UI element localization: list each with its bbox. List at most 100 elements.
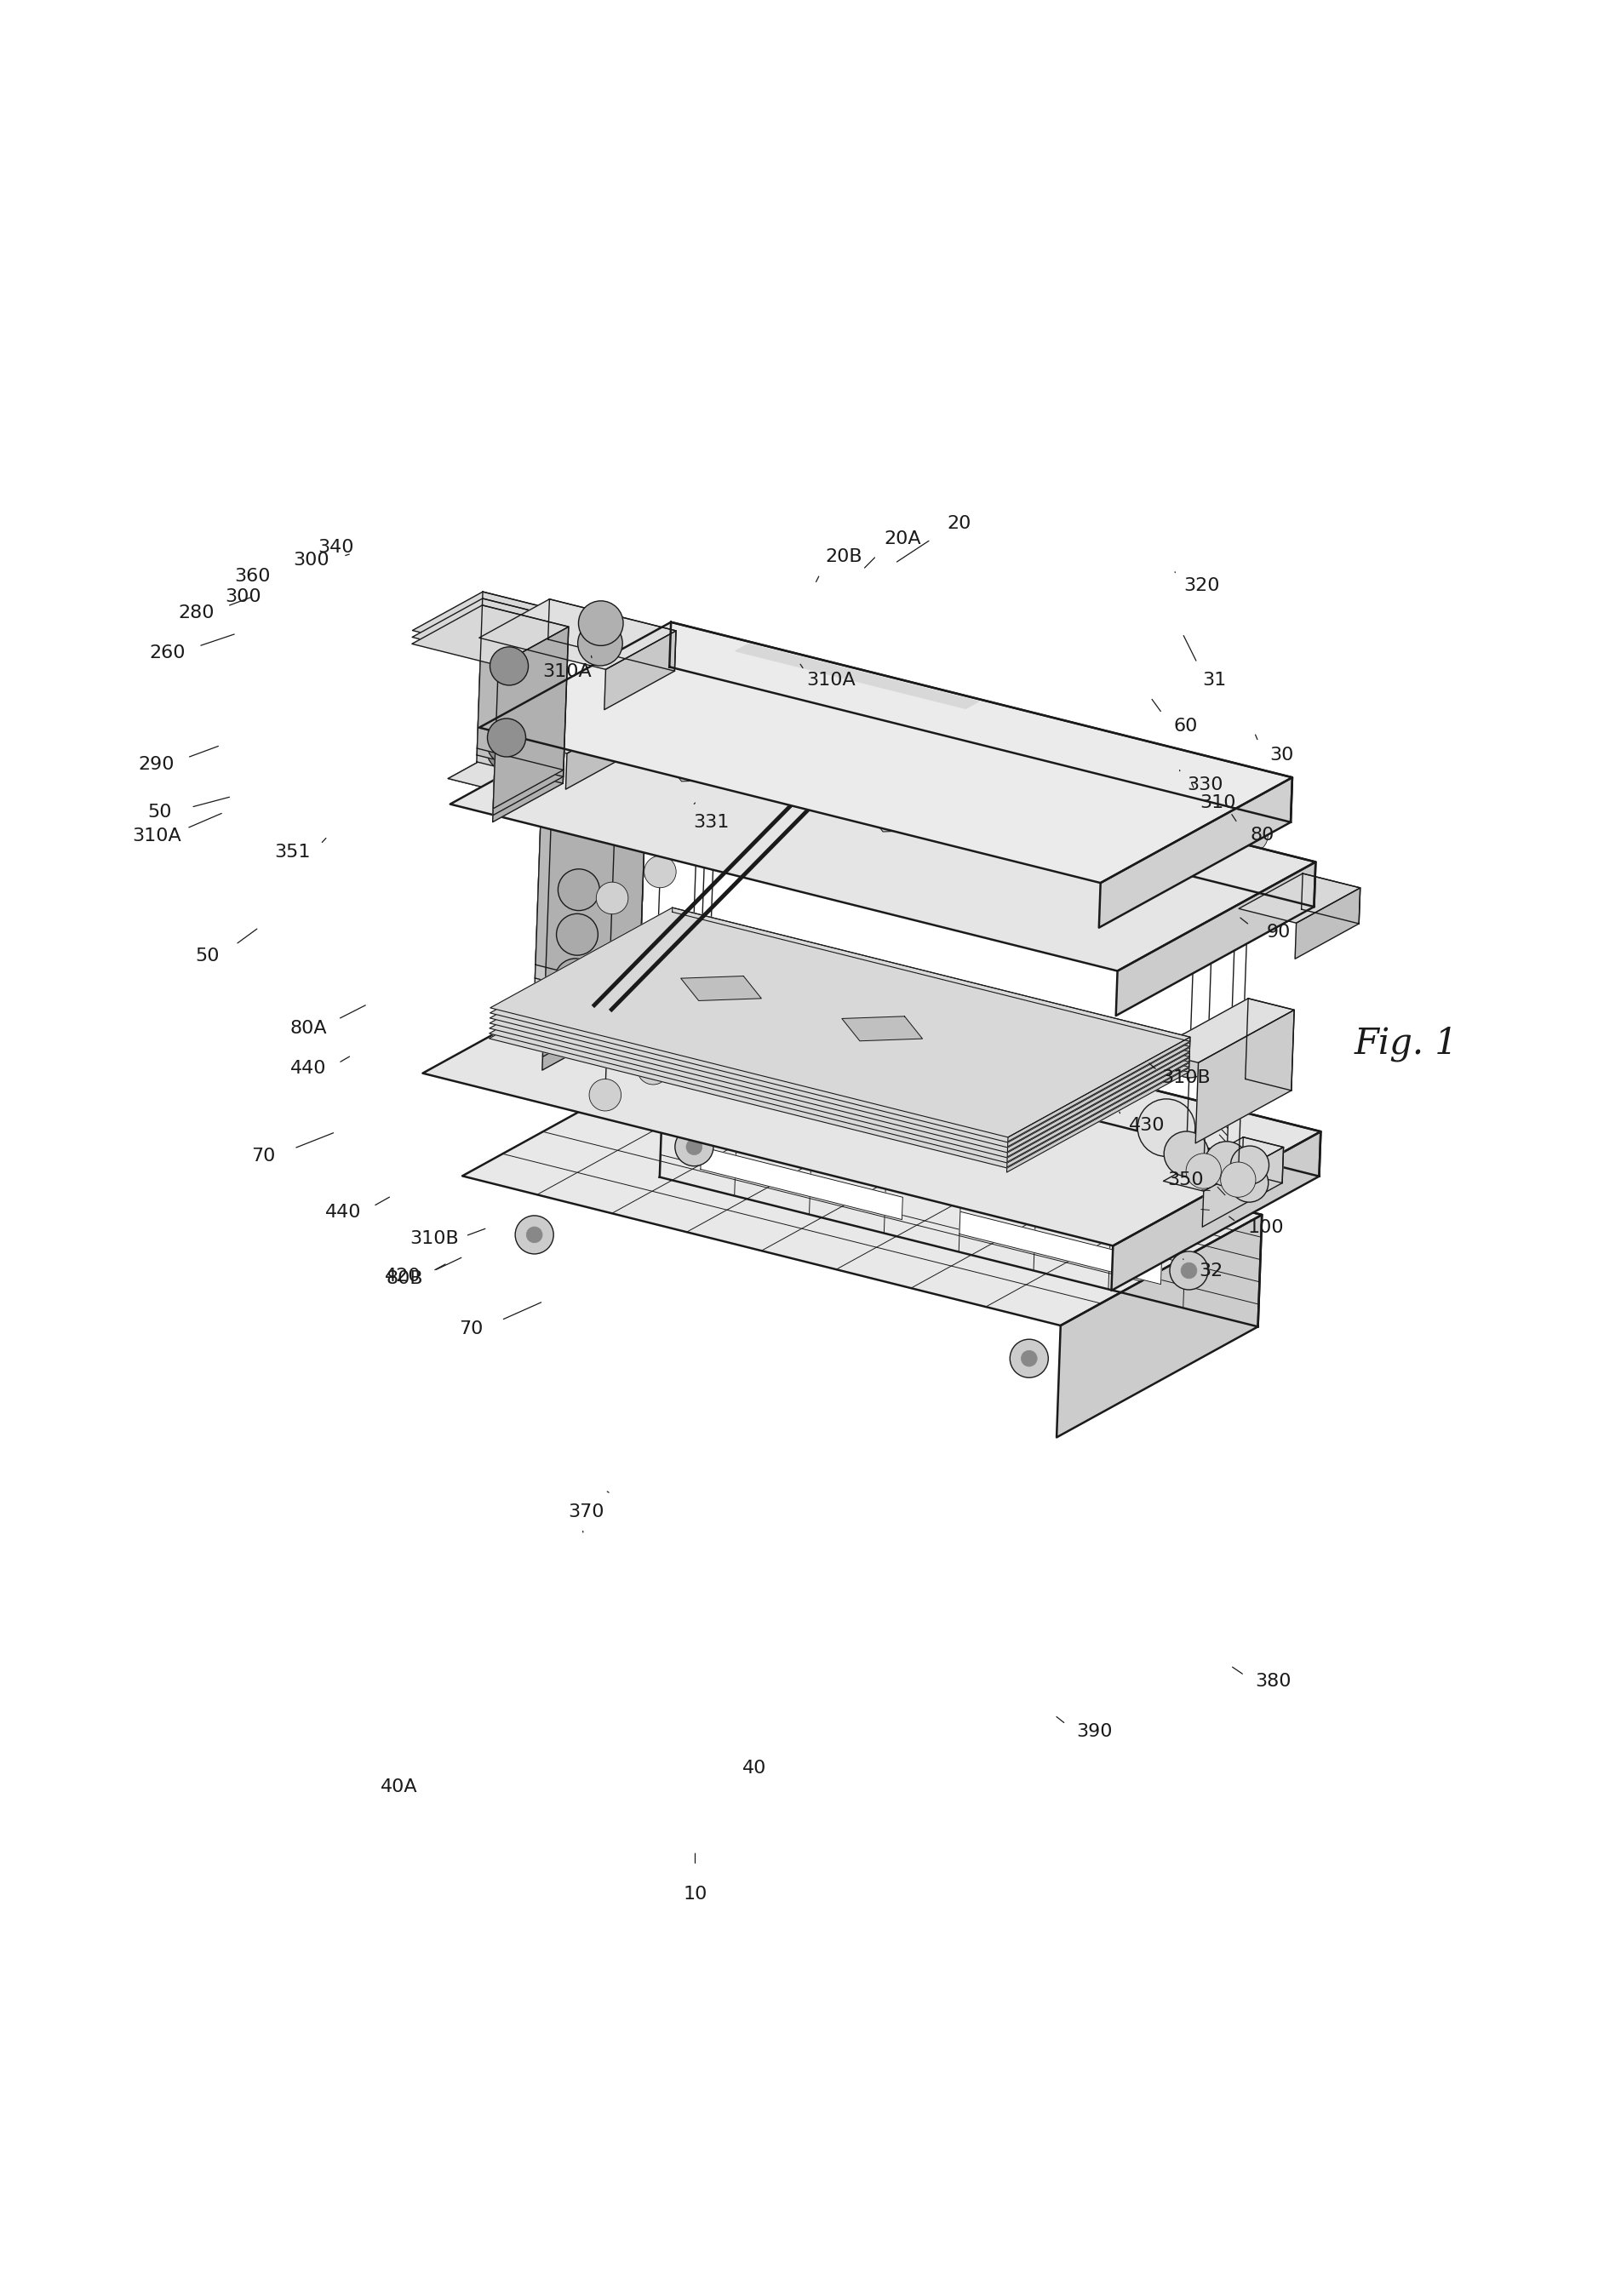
Circle shape: [590, 1079, 622, 1111]
Circle shape: [1208, 1042, 1253, 1088]
Polygon shape: [671, 923, 1189, 1056]
Polygon shape: [1238, 872, 1360, 923]
Text: 20A: 20A: [884, 530, 922, 549]
Polygon shape: [673, 914, 1191, 1047]
Polygon shape: [671, 939, 1189, 1072]
Polygon shape: [447, 726, 647, 804]
Polygon shape: [478, 606, 569, 769]
Polygon shape: [486, 689, 647, 753]
Text: 80: 80: [1250, 827, 1275, 843]
Circle shape: [1205, 1141, 1250, 1187]
Text: 310: 310: [1200, 794, 1235, 810]
Polygon shape: [735, 643, 978, 709]
Polygon shape: [476, 599, 569, 776]
Text: 20: 20: [946, 514, 972, 533]
Text: 32: 32: [1198, 1263, 1224, 1279]
Text: 10: 10: [682, 1885, 708, 1903]
Text: 310A: 310A: [133, 829, 181, 845]
Circle shape: [1186, 1153, 1221, 1189]
Polygon shape: [566, 689, 647, 746]
Circle shape: [695, 634, 729, 666]
Text: 310A: 310A: [807, 670, 855, 689]
Polygon shape: [1007, 1063, 1189, 1166]
Text: 50: 50: [147, 804, 173, 822]
Polygon shape: [671, 928, 1189, 1061]
Polygon shape: [412, 606, 569, 666]
Circle shape: [1230, 1146, 1269, 1185]
Polygon shape: [535, 726, 647, 990]
Circle shape: [1170, 1251, 1208, 1290]
Polygon shape: [1301, 872, 1360, 923]
Circle shape: [1214, 872, 1259, 918]
Polygon shape: [491, 914, 1191, 1143]
Polygon shape: [462, 1065, 1262, 1325]
Circle shape: [555, 957, 596, 1001]
Polygon shape: [534, 726, 647, 1017]
Polygon shape: [1099, 778, 1293, 928]
Circle shape: [515, 1215, 553, 1254]
Polygon shape: [447, 726, 647, 804]
Polygon shape: [735, 987, 1032, 1065]
Polygon shape: [700, 1148, 903, 1219]
Text: 300: 300: [294, 551, 329, 569]
Text: 40: 40: [741, 1759, 767, 1777]
Polygon shape: [670, 622, 1293, 822]
Text: 420: 420: [385, 1267, 420, 1283]
Polygon shape: [1115, 861, 1315, 1015]
Text: 70: 70: [459, 1320, 484, 1336]
Circle shape: [1198, 808, 1234, 845]
Polygon shape: [491, 907, 1191, 1137]
Circle shape: [1138, 1100, 1195, 1157]
Circle shape: [1221, 1162, 1256, 1196]
Polygon shape: [842, 1017, 922, 1040]
Circle shape: [1163, 1132, 1208, 1176]
Circle shape: [556, 914, 598, 955]
Text: 351: 351: [275, 845, 310, 861]
Circle shape: [1232, 817, 1267, 852]
Polygon shape: [1008, 1042, 1191, 1146]
Polygon shape: [492, 613, 569, 822]
Circle shape: [686, 930, 718, 962]
Text: 70: 70: [251, 1148, 276, 1164]
Polygon shape: [422, 960, 1320, 1247]
Polygon shape: [671, 932, 1189, 1068]
Polygon shape: [703, 1075, 904, 1148]
Circle shape: [1175, 813, 1221, 859]
Circle shape: [650, 659, 684, 691]
Text: 330: 330: [1187, 776, 1222, 794]
Polygon shape: [730, 939, 778, 960]
Polygon shape: [865, 808, 946, 831]
Polygon shape: [630, 960, 1320, 1176]
Polygon shape: [1111, 1132, 1320, 1290]
Text: 370: 370: [569, 1504, 604, 1520]
Text: 360: 360: [235, 567, 270, 585]
Polygon shape: [751, 939, 778, 1042]
Circle shape: [1230, 898, 1266, 932]
Polygon shape: [494, 627, 569, 808]
Circle shape: [647, 758, 679, 790]
Circle shape: [1195, 889, 1230, 925]
Circle shape: [692, 732, 724, 765]
Polygon shape: [1195, 1010, 1294, 1143]
Polygon shape: [1294, 889, 1360, 960]
Text: 340: 340: [318, 540, 353, 556]
Circle shape: [491, 647, 529, 684]
Circle shape: [558, 868, 599, 912]
Text: 300: 300: [225, 588, 260, 606]
Circle shape: [1010, 1339, 1048, 1378]
Polygon shape: [1245, 999, 1294, 1091]
Circle shape: [1168, 1033, 1213, 1077]
Circle shape: [1173, 863, 1218, 907]
Circle shape: [641, 955, 673, 985]
Circle shape: [489, 654, 527, 691]
Polygon shape: [1007, 1068, 1189, 1173]
Circle shape: [689, 831, 721, 863]
Circle shape: [586, 707, 625, 746]
Polygon shape: [660, 1065, 1262, 1327]
Polygon shape: [412, 599, 569, 659]
Polygon shape: [663, 758, 745, 781]
Polygon shape: [1008, 1038, 1191, 1141]
Circle shape: [578, 602, 623, 645]
Text: 90: 90: [1266, 923, 1291, 941]
Polygon shape: [548, 599, 676, 670]
